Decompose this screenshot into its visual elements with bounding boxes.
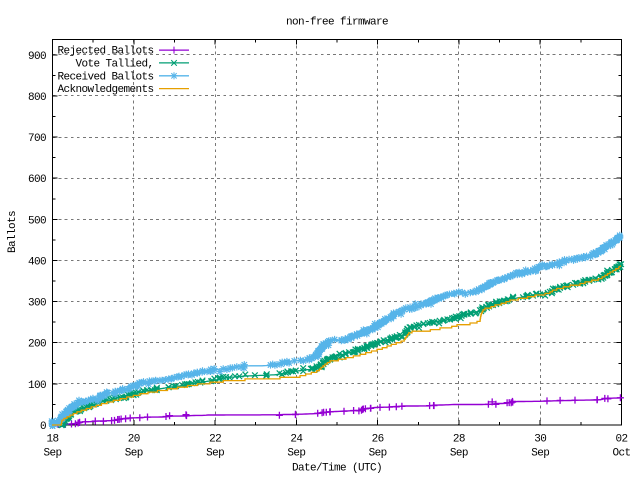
svg-text:Sep: Sep xyxy=(125,448,143,460)
svg-text:Ballots: Ballots xyxy=(7,211,19,253)
svg-text:18: 18 xyxy=(46,433,58,445)
svg-text:22: 22 xyxy=(209,433,221,445)
svg-text:28: 28 xyxy=(453,433,465,445)
svg-text:800: 800 xyxy=(28,92,46,104)
svg-text:600: 600 xyxy=(28,174,46,186)
svg-text:Vote Tallied,: Vote Tallied, xyxy=(75,58,153,70)
svg-text:24: 24 xyxy=(290,433,303,445)
svg-text:Sep: Sep xyxy=(531,448,549,460)
svg-text:Sep: Sep xyxy=(206,448,224,460)
svg-text:Oct: Oct xyxy=(612,448,630,460)
svg-text:Sep: Sep xyxy=(369,448,387,460)
svg-text:300: 300 xyxy=(28,298,46,310)
svg-text:100: 100 xyxy=(28,380,46,392)
svg-text:20: 20 xyxy=(128,433,140,445)
svg-text:30: 30 xyxy=(534,433,546,445)
svg-text:26: 26 xyxy=(372,433,384,445)
svg-text:Sep: Sep xyxy=(287,448,305,460)
svg-text:Received Ballots: Received Ballots xyxy=(57,71,153,83)
svg-text:900: 900 xyxy=(28,51,46,63)
svg-text:500: 500 xyxy=(28,215,46,227)
svg-text:400: 400 xyxy=(28,256,46,268)
svg-text:Rejected Ballots: Rejected Ballots xyxy=(57,46,153,58)
svg-text:700: 700 xyxy=(28,133,46,145)
svg-text:Acknowledgements: Acknowledgements xyxy=(57,84,153,96)
svg-text:non-free firmware: non-free firmware xyxy=(286,17,388,29)
svg-text:Date/Time (UTC): Date/Time (UTC) xyxy=(292,463,382,475)
svg-text:200: 200 xyxy=(28,339,46,351)
svg-text:Sep: Sep xyxy=(450,448,468,460)
svg-text:0: 0 xyxy=(40,421,46,433)
svg-text:02: 02 xyxy=(615,433,627,445)
svg-text:Sep: Sep xyxy=(43,448,61,460)
